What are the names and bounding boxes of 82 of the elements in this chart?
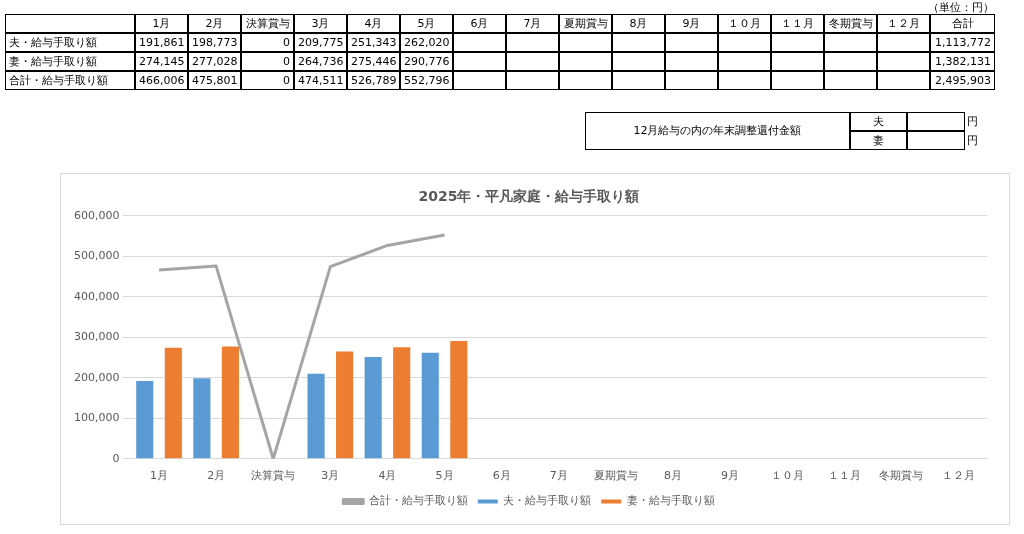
text: 277,028 <box>192 55 238 68</box>
y-tick-label: 600,000 <box>73 208 120 222</box>
x-tick-label: １１月 <box>827 469 861 483</box>
legend-label: 妻・給与手取り額 <box>626 494 715 508</box>
x-tick-label: 1月 <box>135 14 188 33</box>
text: 0 <box>283 74 290 87</box>
x-tick-label: 9月 <box>721 469 740 483</box>
text: 262,020 <box>404 36 450 49</box>
bar <box>421 352 439 459</box>
x-tick-label: 2月 <box>207 469 226 483</box>
y-tick-label: 200,000 <box>73 370 120 384</box>
bar <box>450 341 468 459</box>
text: 0 <box>283 55 290 68</box>
y-tick-label: 妻・給与手取り額 <box>5 52 135 71</box>
text: 円 <box>967 114 978 129</box>
y-tick-label: 合計・給与手取り額 <box>5 71 135 90</box>
x-tick-label: 2月 <box>188 14 241 33</box>
x-tick-label: 冬期賞与 <box>879 469 924 483</box>
x-tick-label: 5月 <box>435 469 454 483</box>
x-tick-label: 5月 <box>400 14 453 33</box>
bar <box>393 347 411 459</box>
text: 466,006 <box>139 74 185 87</box>
x-tick-label: 8月 <box>612 14 665 33</box>
legend-label: 合計・給与手取り額 <box>368 494 468 508</box>
x-tick-label: 夏期賞与 <box>559 14 612 33</box>
text: 妻 <box>850 131 907 150</box>
x-tick-label: １２月 <box>877 14 930 33</box>
bar <box>221 346 239 459</box>
x-tick-label: 9月 <box>665 14 718 33</box>
y-tick-label: 夫・給与手取り額 <box>5 33 135 52</box>
text: 474,511 <box>298 74 344 87</box>
x-tick-label: 夏期賞与 <box>593 469 638 483</box>
text: 夫 <box>850 112 907 131</box>
text: 209,775 <box>298 36 344 49</box>
chart-title: 2025年・平凡家庭・給与手取り額 <box>418 188 640 205</box>
x-tick-label: 決算賞与 <box>251 469 296 483</box>
x-tick-label: １２月 <box>941 469 975 483</box>
legend-label: 夫・給与手取り額 <box>503 494 592 508</box>
text: 円 <box>967 133 978 148</box>
text: 264,736 <box>298 55 344 68</box>
x-tick-label: 8月 <box>663 469 682 483</box>
x-tick-label: 冬期賞与 <box>824 14 877 33</box>
bar <box>336 351 354 459</box>
text: 198,773 <box>192 36 238 49</box>
bar <box>193 378 211 459</box>
y-tick-label: 0 <box>112 451 120 465</box>
text: 2,495,903 <box>935 74 991 87</box>
bar <box>136 381 154 459</box>
text: 526,789 <box>351 74 397 87</box>
x-tick-label: 6月 <box>453 14 506 33</box>
text: 290,776 <box>404 55 450 68</box>
x-tick-label: 7月 <box>549 469 568 483</box>
x-tick-label: 6月 <box>492 469 511 483</box>
y-tick-label: 300,000 <box>73 330 120 344</box>
bar <box>164 347 182 459</box>
x-tick-label: １０月 <box>718 14 771 33</box>
text: 251,343 <box>351 36 397 49</box>
text: 274,145 <box>139 55 185 68</box>
x-tick-label: 決算賞与 <box>241 14 294 33</box>
x-tick-label: 3月 <box>294 14 347 33</box>
text: （単位：円） <box>928 0 994 15</box>
y-tick-label: 500,000 <box>73 249 120 263</box>
x-tick-label: 4月 <box>378 469 397 483</box>
text: 1,113,772 <box>935 36 991 49</box>
bar <box>364 357 382 459</box>
text: 275,446 <box>351 55 397 68</box>
text: 1,382,131 <box>935 55 991 68</box>
x-tick-label: 3月 <box>321 469 340 483</box>
text: 475,801 <box>192 74 238 87</box>
x-tick-label: １０月 <box>770 469 804 483</box>
x-tick-label: 1月 <box>150 469 169 483</box>
text: 0 <box>283 36 290 49</box>
text: 191,861 <box>139 36 185 49</box>
text: 12月給与の内の年末調整還付金額 <box>585 112 850 150</box>
bar <box>307 373 325 459</box>
text: 552,796 <box>404 74 450 87</box>
x-tick-label: 4月 <box>347 14 400 33</box>
x-tick-label: 7月 <box>506 14 559 33</box>
y-tick-label: 100,000 <box>73 411 120 425</box>
x-tick-label: １１月 <box>771 14 824 33</box>
x-tick-label: 合計 <box>930 14 995 33</box>
y-tick-label: 400,000 <box>73 289 120 303</box>
